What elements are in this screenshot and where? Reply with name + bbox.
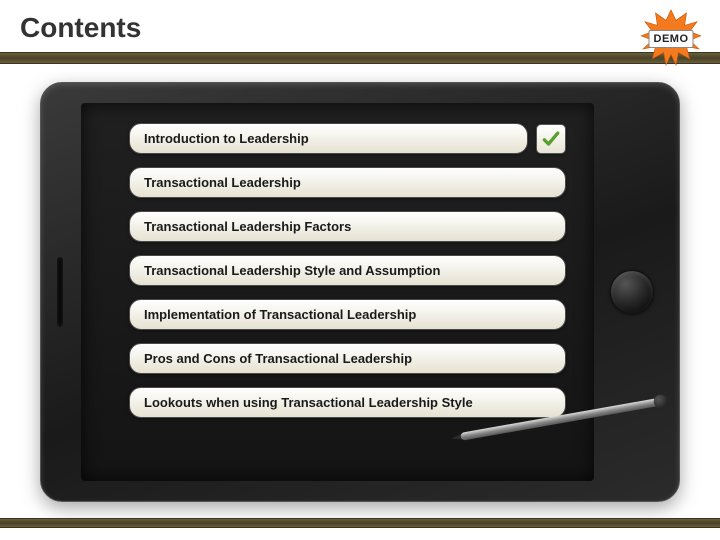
bottom-divider — [0, 518, 720, 528]
list-item: Transactional Leadership Factors — [129, 211, 566, 242]
header: Contents DEMO — [0, 0, 720, 52]
content-item-2[interactable]: Transactional Leadership Factors — [129, 211, 566, 242]
stylus-end — [653, 393, 669, 409]
home-button[interactable] — [610, 270, 654, 314]
list-item: Introduction to Leadership — [129, 123, 566, 154]
content-item-0[interactable]: Introduction to Leadership — [129, 123, 528, 154]
demo-label: DEMO — [649, 30, 694, 48]
list-item: Transactional Leadership Style and Assum… — [129, 255, 566, 286]
tablet-frame: Introduction to Leadership Transactional… — [40, 82, 680, 502]
content-item-5[interactable]: Pros and Cons of Transactional Leadershi… — [129, 343, 566, 374]
top-divider — [0, 52, 720, 64]
content-item-6[interactable]: Lookouts when using Transactional Leader… — [129, 387, 566, 418]
checkmark-icon — [541, 129, 561, 149]
content-list: Introduction to Leadership Transactional… — [129, 123, 566, 418]
speaker-slit — [57, 257, 63, 327]
content-item-4[interactable]: Implementation of Transactional Leadersh… — [129, 299, 566, 330]
list-item: Implementation of Transactional Leadersh… — [129, 299, 566, 330]
check-badge — [536, 124, 566, 154]
main-area: Introduction to Leadership Transactional… — [0, 64, 720, 512]
demo-badge: DEMO — [640, 8, 702, 70]
list-item: Lookouts when using Transactional Leader… — [129, 387, 566, 418]
page-title: Contents — [20, 12, 700, 44]
list-item: Pros and Cons of Transactional Leadershi… — [129, 343, 566, 374]
content-item-1[interactable]: Transactional Leadership — [129, 167, 566, 198]
list-item: Transactional Leadership — [129, 167, 566, 198]
content-item-3[interactable]: Transactional Leadership Style and Assum… — [129, 255, 566, 286]
